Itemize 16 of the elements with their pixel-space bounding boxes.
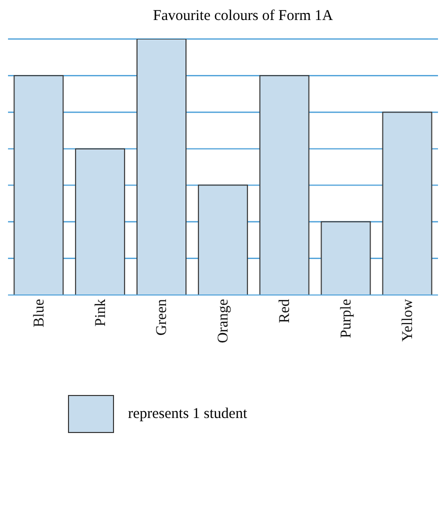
- bar: [259, 75, 310, 295]
- text: represents 1 student: [128, 406, 248, 422]
- x-tick-label: Blue: [31, 298, 48, 328]
- chart-title: Favourite colours of Form 1A: [152, 8, 334, 25]
- x-tick-label: Red: [277, 298, 294, 324]
- bar: [75, 148, 126, 295]
- x-tick-label: Green: [154, 298, 170, 336]
- bar: [136, 39, 186, 295]
- bar: [320, 221, 371, 295]
- x-tick-label: Purple: [338, 298, 355, 338]
- x-tick-label: Orange: [216, 298, 232, 344]
- x-tick-label: Yellow: [400, 298, 416, 342]
- x-tick-label: Pink: [92, 298, 109, 327]
- bar: [198, 184, 248, 295]
- bar: [382, 112, 432, 295]
- bar: [14, 75, 64, 295]
